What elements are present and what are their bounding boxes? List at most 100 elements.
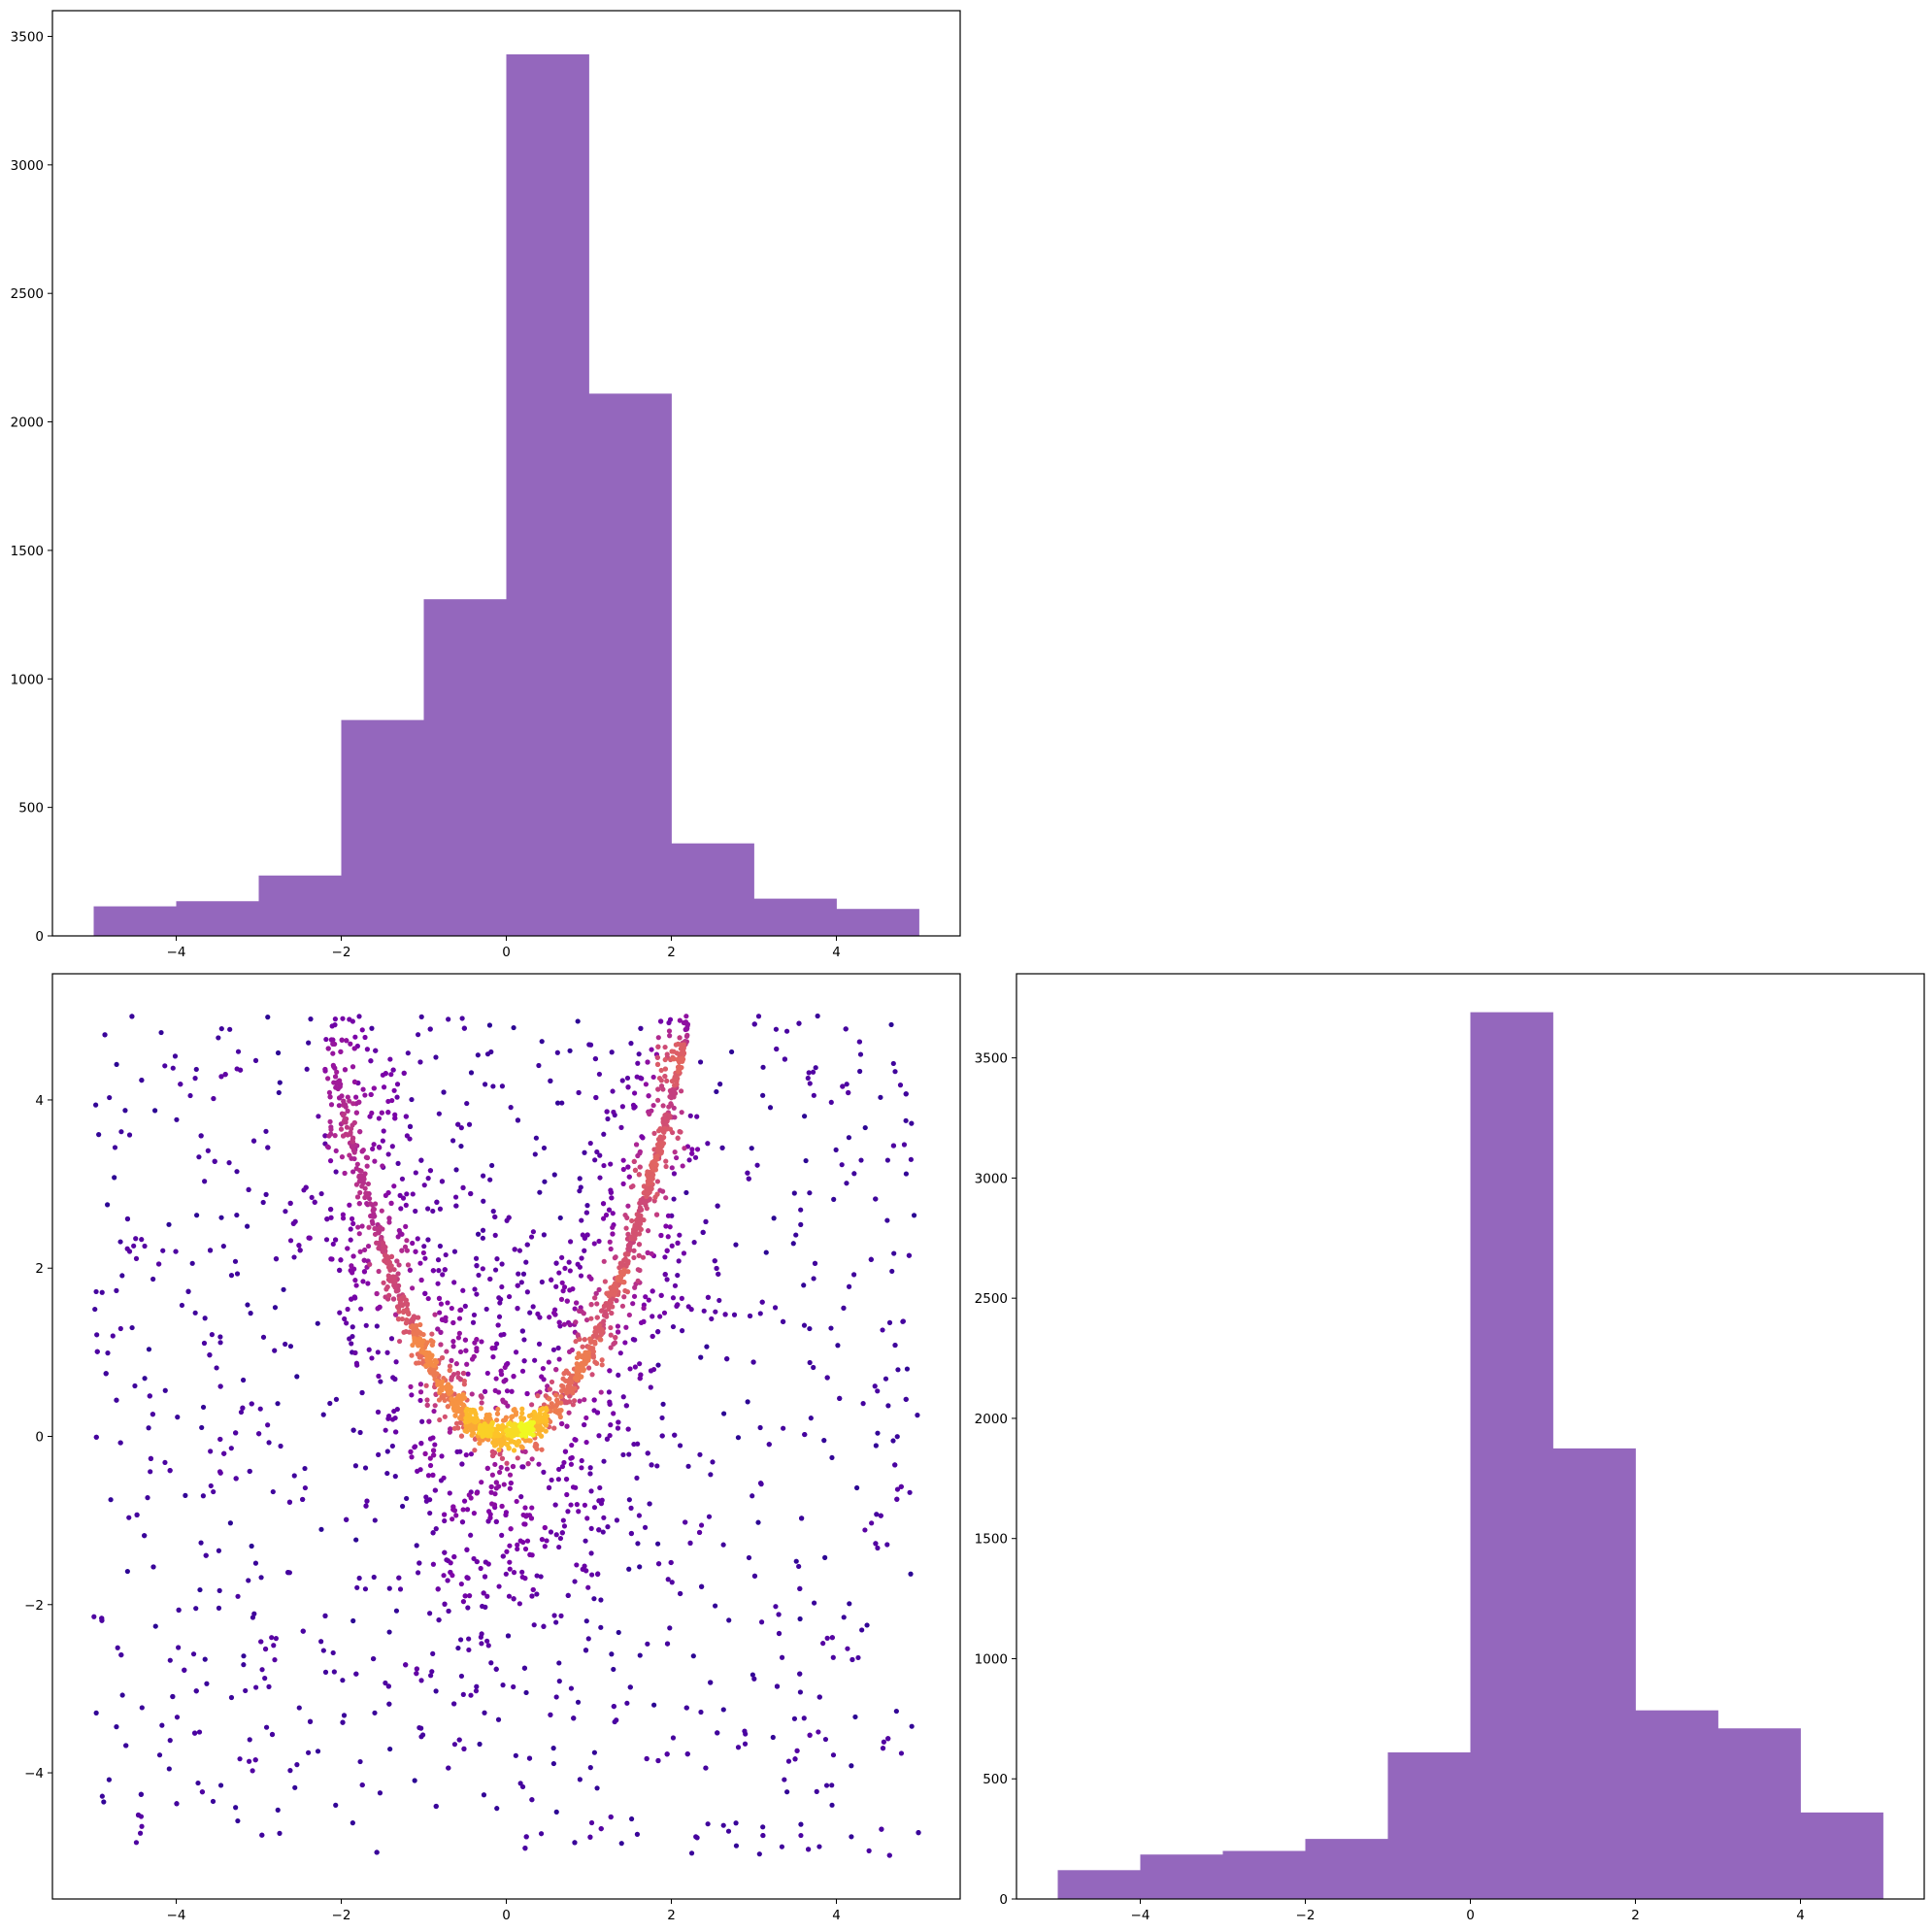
scatter-point [505, 1432, 511, 1438]
scatter-point [147, 1393, 152, 1399]
scatter-point [675, 1272, 681, 1279]
scatter-point [890, 1143, 897, 1149]
scatter-point [388, 1253, 395, 1259]
scatter-point [561, 1284, 568, 1290]
scatter-point [492, 1267, 499, 1273]
scatter-point [170, 1065, 176, 1071]
scatter-point [531, 1622, 537, 1628]
scatter-point [541, 1145, 548, 1151]
scatter-point [332, 1074, 339, 1080]
scatter-point [797, 1616, 803, 1622]
scatter-point [572, 1579, 578, 1584]
scatter-point [339, 1154, 346, 1160]
scatter-point [849, 1763, 854, 1769]
scatter-point [583, 1618, 589, 1624]
right-hist-ytick-label: 2500 [975, 1291, 1008, 1307]
scatter-point [623, 1225, 629, 1231]
scatter-point [166, 1221, 172, 1227]
scatter-point [486, 1412, 492, 1418]
scatter-point [888, 1021, 894, 1028]
scatter-point [490, 1209, 496, 1215]
scatter-point [528, 1234, 535, 1240]
scatter-point [353, 1094, 359, 1100]
scatter-point [681, 1045, 686, 1050]
scatter-point [609, 1310, 615, 1316]
scatter-point [591, 1241, 597, 1247]
scatter-point [198, 1540, 204, 1546]
scatter-point [350, 1324, 355, 1330]
scatter-point [518, 1280, 524, 1285]
scatter-point [439, 1316, 446, 1322]
scatter-point [549, 1477, 554, 1483]
scatter-point [606, 1293, 612, 1299]
scatter-point [353, 1537, 359, 1543]
scatter-point [563, 1476, 570, 1482]
scatter-point [521, 1665, 528, 1671]
scatter-point [517, 1423, 523, 1429]
scatter-point [433, 1526, 439, 1532]
scatter-point [437, 1310, 443, 1316]
scatter-point [250, 1138, 257, 1144]
scatter-point [366, 1347, 372, 1352]
scatter-point [458, 1433, 465, 1439]
scatter-point [645, 1641, 650, 1647]
scatter-point [328, 1037, 335, 1043]
scatter-point [701, 1308, 707, 1314]
scatter-point [350, 1169, 356, 1175]
scatter-point [549, 1277, 554, 1282]
scatter-point [766, 1442, 772, 1448]
scatter-point [575, 1332, 581, 1338]
scatter-point [498, 1464, 504, 1471]
scatter-point [494, 1256, 500, 1262]
scatter-point [399, 1316, 405, 1322]
scatter-point [658, 1078, 664, 1083]
scatter-point [844, 1082, 849, 1087]
scatter-point [471, 1353, 477, 1359]
scatter-point [641, 1183, 648, 1189]
scatter-point [522, 1546, 529, 1552]
scatter-point [99, 1793, 105, 1799]
scatter-point [537, 1411, 543, 1416]
scatter-point [577, 1264, 583, 1270]
scatter-point [499, 1425, 505, 1432]
scatter-point [396, 1575, 402, 1581]
scatter-point [476, 1272, 482, 1279]
top-hist-ytick-label: 1000 [11, 672, 44, 687]
scatter-point [388, 1072, 394, 1078]
scatter-point [174, 1715, 181, 1720]
scatter-point [866, 1848, 872, 1853]
scatter-point [371, 1574, 377, 1581]
scatter-point [359, 1223, 365, 1229]
scatter-point [552, 1407, 558, 1413]
scatter-point [386, 1701, 392, 1707]
scatter-point [101, 1799, 107, 1805]
scatter-point [356, 1231, 362, 1237]
scatter-point [675, 1240, 681, 1246]
scatter-xtick-label: −4 [167, 1908, 186, 1923]
scatter-point [421, 1244, 427, 1249]
scatter-point [630, 1102, 637, 1108]
scatter-point [362, 1586, 369, 1592]
scatter-point [520, 1271, 527, 1277]
scatter-point [537, 1189, 543, 1195]
scatter-point [478, 1393, 483, 1399]
scatter-point [573, 1319, 579, 1325]
scatter-point [618, 1841, 624, 1847]
scatter-point [535, 1427, 541, 1433]
scatter-point [897, 1083, 904, 1088]
scatter-point [601, 1515, 607, 1520]
scatter-point [529, 1456, 535, 1462]
scatter-point [352, 1349, 358, 1356]
scatter-point [559, 1280, 565, 1285]
scatter-point [162, 1459, 168, 1466]
scatter-point [555, 1345, 561, 1351]
scatter-point [703, 1765, 709, 1771]
scatter-point [763, 1249, 769, 1255]
scatter-point [419, 1418, 425, 1424]
scatter-point [179, 1302, 185, 1309]
scatter-point [375, 1349, 381, 1355]
scatter-point [410, 1191, 416, 1197]
scatter-point [332, 1237, 339, 1243]
scatter-point [773, 1026, 780, 1032]
